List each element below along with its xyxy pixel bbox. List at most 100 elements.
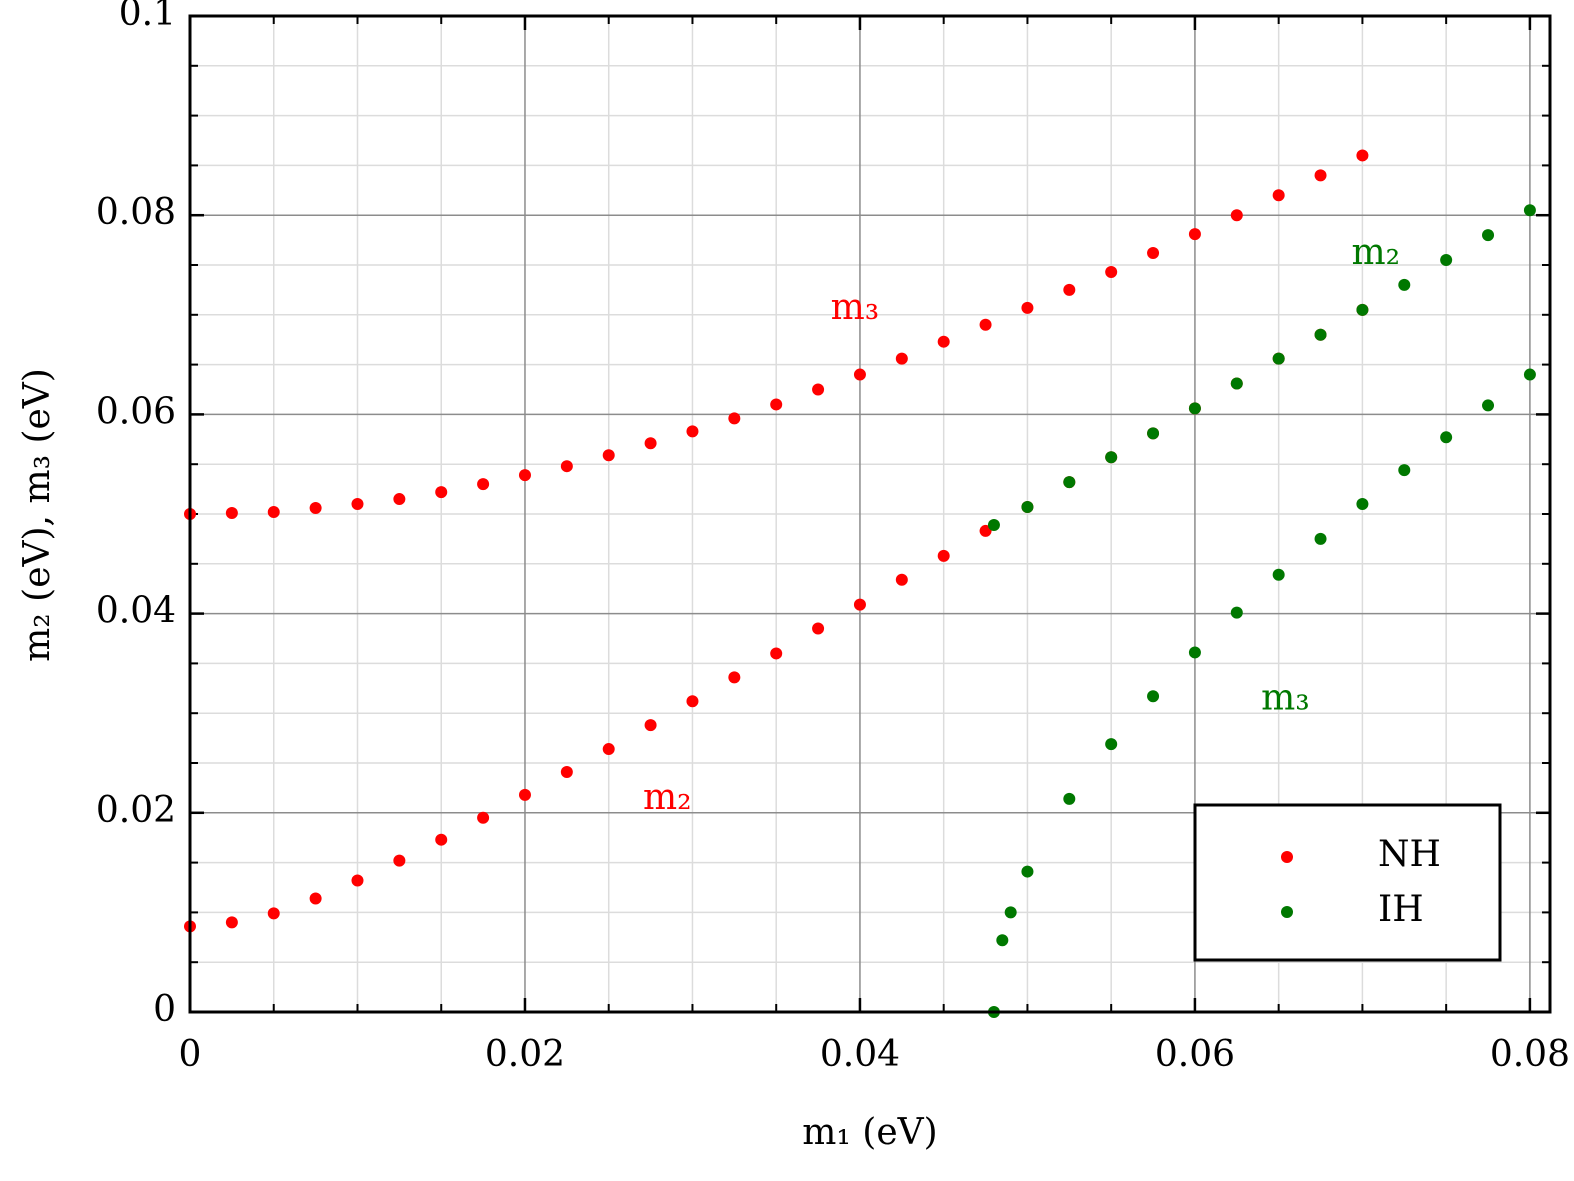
point: [1188, 228, 1201, 241]
x-tick-label: 0: [179, 1034, 202, 1075]
y-tick-label: 0.1: [119, 0, 176, 34]
y-tick-label: 0.02: [96, 790, 176, 831]
point: [1021, 301, 1034, 314]
point: [1147, 247, 1160, 260]
point: [1230, 606, 1243, 619]
point: [560, 765, 573, 778]
point: [979, 524, 992, 537]
point: [1523, 204, 1536, 217]
point: [728, 412, 741, 425]
point: [853, 368, 866, 381]
point: [895, 352, 908, 365]
annotation: m₂: [1352, 232, 1401, 273]
y-tick-label: 0: [153, 989, 176, 1030]
point: [267, 907, 280, 920]
y-tick-label: 0.04: [96, 591, 176, 632]
point: [309, 502, 322, 515]
point: [435, 486, 448, 499]
point: [996, 934, 1009, 947]
point: [1314, 169, 1327, 182]
y-axis-label: m₂ (eV), m₃ (eV): [17, 368, 58, 662]
legend-marker: [1281, 906, 1293, 918]
point: [1398, 464, 1411, 477]
point: [1063, 283, 1076, 296]
point: [1314, 328, 1327, 341]
point: [351, 498, 364, 511]
point: [1063, 792, 1076, 805]
point: [853, 598, 866, 611]
point: [812, 622, 825, 635]
point: [937, 549, 950, 562]
annotation: m₃: [1261, 677, 1310, 718]
legend-label: NH: [1378, 834, 1441, 875]
point: [1272, 568, 1285, 581]
point: [1356, 303, 1369, 316]
point: [686, 425, 699, 438]
x-tick-label: 0.02: [485, 1034, 565, 1075]
point: [1063, 476, 1076, 489]
point: [1105, 738, 1118, 751]
point: [477, 811, 490, 824]
point: [1021, 865, 1034, 878]
point: [1147, 427, 1160, 440]
point: [1398, 278, 1411, 291]
point: [937, 335, 950, 348]
point: [644, 437, 657, 450]
point: [1440, 254, 1453, 267]
point: [644, 719, 657, 732]
point: [1147, 690, 1160, 703]
point: [518, 469, 531, 482]
point: [1230, 209, 1243, 222]
point: [267, 506, 280, 519]
y-tick-label: 0.06: [96, 391, 176, 432]
point: [1440, 431, 1453, 444]
point: [1188, 402, 1201, 415]
annotation: m₂: [643, 777, 692, 818]
point: [1482, 399, 1495, 412]
x-tick-label: 0.08: [1490, 1034, 1570, 1075]
x-tick-label: 0.06: [1155, 1034, 1235, 1075]
legend-box: [1193, 803, 1502, 962]
point: [225, 916, 238, 929]
point: [477, 478, 490, 491]
x-tick-label: 0.04: [820, 1034, 900, 1075]
point: [686, 695, 699, 708]
point: [1314, 532, 1327, 545]
point: [351, 874, 364, 887]
point: [1272, 189, 1285, 202]
point: [1523, 368, 1536, 381]
point: [1105, 451, 1118, 464]
point: [1021, 501, 1034, 514]
point: [1004, 906, 1017, 919]
point: [770, 398, 783, 411]
point: [435, 833, 448, 846]
point: [1356, 498, 1369, 511]
point: [1105, 265, 1118, 278]
point: [895, 573, 908, 586]
point: [770, 647, 783, 660]
point: [560, 460, 573, 473]
plot-frame: [188, 14, 1552, 1014]
point: [1188, 646, 1201, 659]
legend-marker: [1281, 851, 1293, 863]
point: [1482, 229, 1495, 242]
point: [1272, 352, 1285, 365]
x-axis-label: m₁ (eV): [802, 1112, 937, 1153]
point: [1356, 149, 1369, 162]
point: [309, 892, 322, 905]
point: [225, 507, 238, 520]
point: [1230, 377, 1243, 390]
point: [987, 518, 1000, 531]
point: [602, 743, 615, 756]
point: [518, 788, 531, 801]
point: [393, 854, 406, 867]
point: [728, 671, 741, 684]
legend-label: IH: [1378, 889, 1424, 930]
point: [602, 449, 615, 462]
y-tick-label: 0.08: [96, 192, 176, 233]
point: [393, 493, 406, 506]
point: [812, 383, 825, 396]
point: [979, 318, 992, 331]
